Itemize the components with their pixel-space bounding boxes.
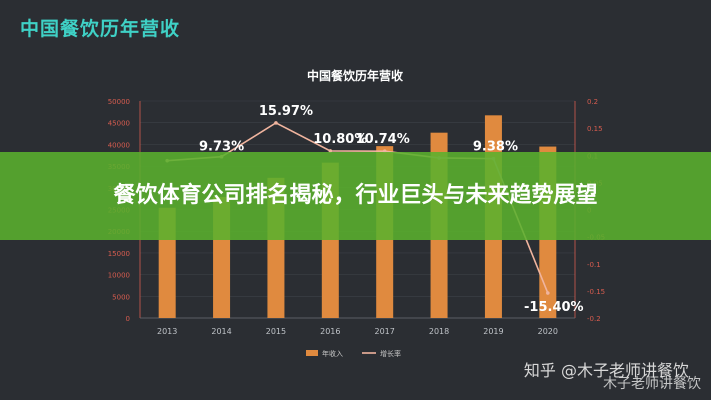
right-tick-label: 0.15 — [587, 125, 603, 133]
chart-title: 中国餐饮历年营收 — [307, 68, 403, 83]
x-tick-label: 2019 — [483, 327, 503, 336]
data-label: 10.80% — [313, 132, 367, 147]
watermark-overlay: 木子老师讲餐饮 — [603, 376, 701, 392]
growth-point-2020 — [546, 291, 550, 295]
right-tick-label: -0.15 — [587, 288, 605, 296]
x-tick-label: 2018 — [429, 327, 449, 336]
x-tick-label: 2020 — [538, 327, 558, 336]
legend-label-line: 增长率 — [380, 349, 401, 358]
x-tick-label: 2016 — [320, 327, 340, 336]
right-tick-label: -0.2 — [587, 315, 601, 323]
data-label: -15.40% — [524, 300, 584, 315]
left-tick-label: 5000 — [112, 293, 130, 301]
labels-layer: 9.73% 15.97%10.80%10.74% 9.38% -15.40% — [199, 104, 584, 315]
headline-banner: 餐饮体育公司排名揭秘，行业巨头与未来趋势展望 — [0, 152, 711, 240]
right-tick-label: -0.1 — [587, 261, 601, 269]
x-tick-label: 2013 — [157, 327, 177, 336]
left-tick-label: 40000 — [108, 141, 130, 149]
headline-text: 餐饮体育公司排名揭秘，行业巨头与未来趋势展望 — [113, 183, 598, 208]
legend: 年收入 增长率 — [306, 349, 401, 358]
left-tick-label: 45000 — [108, 120, 130, 128]
x-tick-label: 2014 — [211, 327, 231, 336]
legend-label-bar: 年收入 — [322, 349, 343, 358]
data-label: 9.38% — [473, 140, 518, 155]
watermark: 知乎 @木子老师讲餐饮 — [523, 361, 689, 380]
data-label: 15.97% — [259, 104, 313, 119]
data-label: 10.74% — [356, 132, 410, 147]
right-tick-label: 0.2 — [587, 98, 598, 106]
growth-point-2015 — [274, 121, 278, 125]
x-tick-label: 2017 — [375, 327, 395, 336]
growth-point-2016 — [328, 149, 333, 153]
legend-swatch-bar — [306, 350, 318, 356]
x-tick-label: 2015 — [266, 327, 286, 336]
left-tick-label: 50000 — [108, 98, 130, 106]
left-tick-label: 15000 — [108, 250, 130, 258]
page-title: 中国餐饮历年营收 — [20, 18, 181, 40]
left-tick-label: 0 — [126, 315, 130, 323]
data-label: 9.73% — [199, 140, 244, 155]
left-tick-label: 10000 — [108, 272, 130, 280]
